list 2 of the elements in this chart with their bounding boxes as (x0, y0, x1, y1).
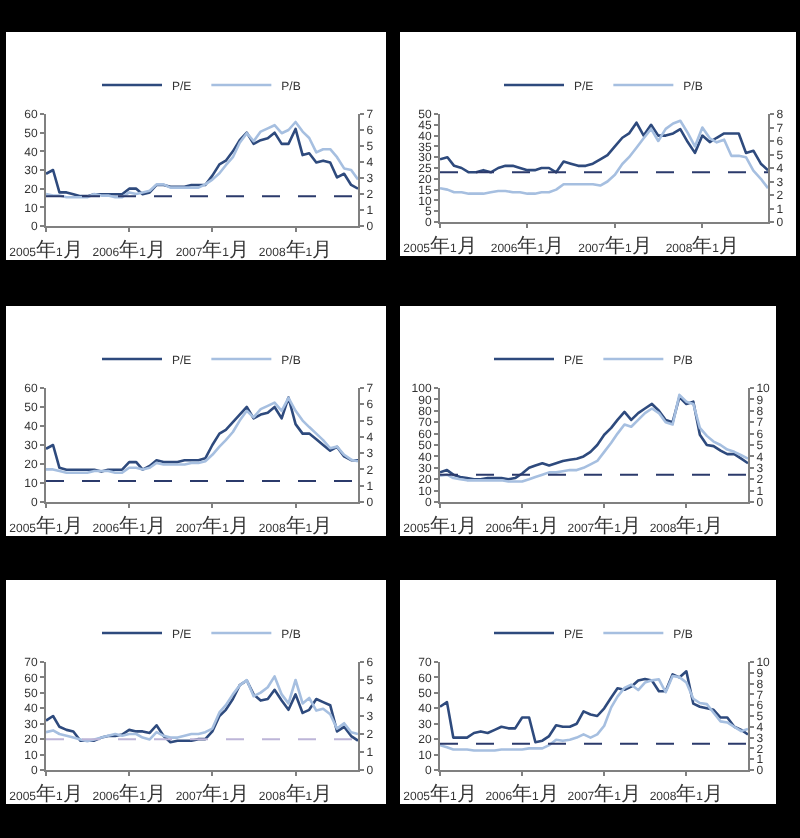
line-series (440, 119, 768, 195)
line-series (440, 121, 768, 174)
